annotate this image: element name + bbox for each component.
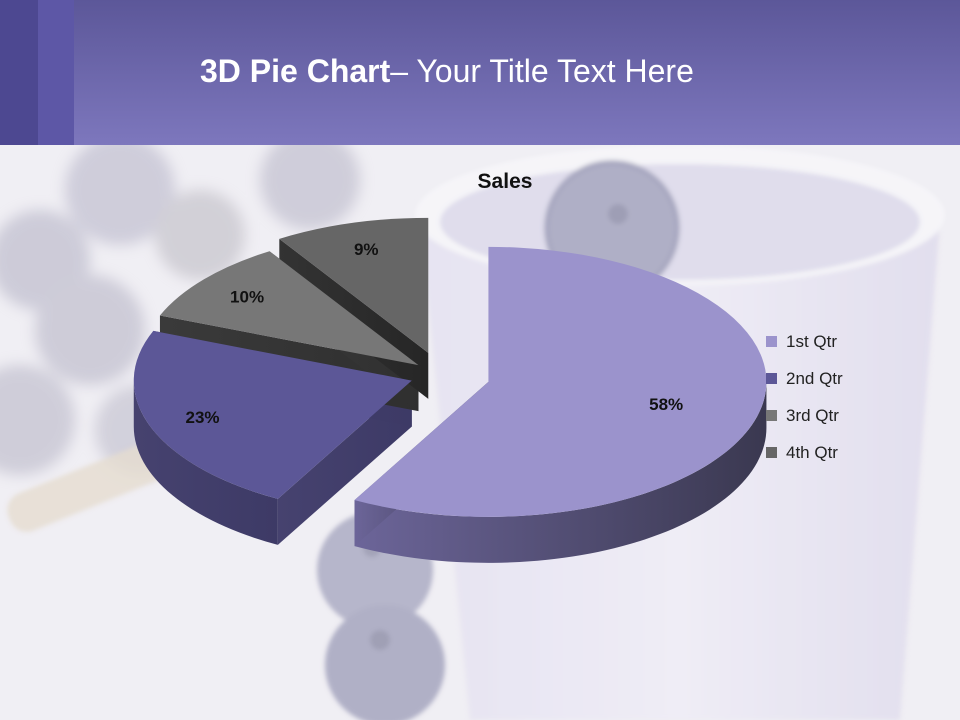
legend-swatch-3rd-qtr — [766, 410, 777, 421]
pie-slice-3rd-qtr[interactable] — [159, 251, 419, 366]
data-label-4th-qtr: 9% — [354, 240, 379, 259]
page-title-bold: 3D Pie Chart — [200, 53, 391, 89]
slide-header-band: 3D Pie Chart– Your Title Text Here — [0, 0, 960, 145]
data-label-3rd-qtr: 10% — [230, 287, 264, 306]
header-accent-stripe — [38, 0, 74, 145]
legend-label-1st-qtr: 1st Qtr — [786, 332, 837, 351]
page-title-rest: – Your Title Text Here — [390, 53, 694, 89]
pie-slice-1st-qtr[interactable] — [354, 246, 767, 517]
legend-swatch-1st-qtr — [766, 336, 777, 347]
chart-legend: 1st Qtr 2nd Qtr 3rd Qtr 4th Qtr — [766, 332, 843, 462]
pie-slice-cut-2nd-qtr — [277, 380, 412, 545]
data-labels: 58% 23% 10% 9% — [186, 240, 684, 427]
data-label-2nd-qtr: 23% — [186, 408, 220, 427]
pie-chart: Sales 58% 23% 10% 9% 1st Qtr 2nd Qtr 3rd Qtr 4… — [133, 170, 843, 563]
legend-label-2nd-qtr: 2nd Qtr — [786, 369, 843, 388]
pie-slice-2nd-qtr[interactable] — [133, 330, 412, 499]
header-accent-stripe — [0, 0, 38, 145]
pie-slice-4th-qtr[interactable] — [279, 217, 429, 353]
legend-label-4th-qtr: 4th Qtr — [786, 443, 838, 462]
legend-swatch-2nd-qtr — [766, 373, 777, 384]
chart-title: Sales — [478, 170, 533, 193]
legend-label-3rd-qtr: 3rd Qtr — [786, 406, 839, 425]
data-label-1st-qtr: 58% — [649, 395, 683, 414]
pie-slice-wall-2nd-qtr — [133, 380, 278, 545]
legend-swatch-4th-qtr — [766, 447, 777, 458]
page-title: 3D Pie Chart– Your Title Text Here — [200, 52, 694, 90]
pie-slice-wall-1st-qtr — [354, 381, 767, 563]
pie-slices — [133, 217, 767, 563]
